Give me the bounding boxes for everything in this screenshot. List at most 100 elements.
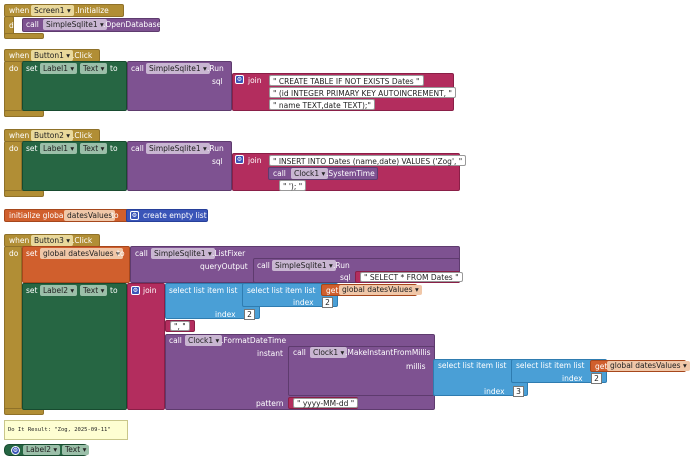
variable-dropdown-datesvalues[interactable]: global datesValues ▾ (607, 361, 690, 371)
property-dropdown-text[interactable]: Text ▾ (80, 285, 108, 296)
create-empty-list-block[interactable] (126, 209, 208, 222)
to-keyword: to (110, 64, 118, 73)
method-name: .Run (207, 144, 224, 153)
queryoutput-param-label: queryOutput (200, 262, 248, 271)
property-dropdown-text[interactable]: Text ▾ (80, 63, 108, 74)
mutator-gear-icon[interactable]: ⚙ (130, 211, 139, 220)
initialize-global-label: initialize global (9, 211, 66, 220)
to-keyword: to (110, 286, 118, 295)
when-keyword: when (9, 131, 30, 140)
do-keyword: do (9, 249, 19, 258)
do-keyword: do (9, 64, 19, 73)
join-keyword: join (143, 286, 157, 295)
mutator-gear-icon[interactable]: ⚙ (235, 155, 244, 164)
button1-click-footer (4, 110, 44, 117)
component-dropdown-label2[interactable]: Label2 ▾ (23, 445, 61, 455)
join-keyword: join (248, 76, 262, 85)
join-keyword: join (248, 156, 262, 165)
set-keyword: set (26, 64, 38, 73)
event-name: .Initialize (75, 6, 109, 15)
variable-name-field[interactable]: datesValues (64, 210, 116, 221)
variable-dropdown-datesvalues[interactable]: global datesValues ▾ (40, 248, 123, 259)
set-label2-text-block[interactable] (22, 283, 127, 410)
call-run-block[interactable] (127, 61, 232, 111)
component-dropdown-button2[interactable]: Button2 ▾ (31, 130, 74, 141)
join-block[interactable] (127, 283, 165, 410)
component-dropdown-clock1[interactable]: Clock1 ▾ (291, 168, 329, 179)
select-list-item-label: select list item list (169, 286, 238, 295)
sql-param-label: sql (212, 77, 223, 86)
component-dropdown-clock1[interactable]: Clock1 ▾ (185, 335, 223, 346)
to-keyword: to (110, 144, 118, 153)
call-keyword: call (273, 169, 286, 178)
get-keyword: get (595, 362, 608, 371)
method-name: .SystemTime (326, 169, 375, 178)
index-param-label: index (562, 374, 583, 383)
number-literal[interactable]: 2 (591, 373, 602, 384)
number-literal[interactable]: 2 (244, 309, 255, 320)
call-keyword: call (135, 249, 148, 258)
component-dropdown-button1[interactable]: Button1 ▾ (31, 50, 74, 61)
select-list-item-label: select list item list (438, 361, 507, 370)
call-keyword: call (293, 348, 306, 357)
call-keyword: call (131, 64, 144, 73)
call-keyword: call (169, 336, 182, 345)
string-literal[interactable]: " CREATE TABLE IF NOT EXISTS Dates " (269, 75, 424, 86)
number-literal[interactable]: 2 (322, 297, 333, 308)
when-keyword: when (9, 6, 30, 15)
method-name: .FormatDateTime (221, 336, 287, 345)
call-keyword: call (26, 20, 39, 29)
string-literal[interactable]: " yyyy-MM-dd " (293, 398, 359, 408)
property-dropdown-text[interactable]: Text ▾ (62, 445, 90, 455)
string-literal[interactable]: " INSERT INTO Dates (name,date) VALUES (… (269, 155, 467, 166)
create-empty-list-label: create empty list (143, 211, 207, 220)
property-dropdown-text[interactable]: Text ▾ (80, 143, 108, 154)
method-name: .OpenDatabase (103, 20, 162, 29)
component-dropdown-label1[interactable]: Label1 ▾ (40, 63, 78, 74)
component-dropdown-simplesqlite1[interactable]: SimpleSqlite1 ▾ (146, 63, 210, 74)
component-dropdown-simplesqlite1[interactable]: SimpleSqlite1 ▾ (151, 248, 215, 259)
component-dropdown-simplesqlite1[interactable]: SimpleSqlite1 ▾ (146, 143, 210, 154)
component-dropdown-clock1[interactable]: Clock1 ▾ (310, 347, 348, 358)
mutator-gear-icon[interactable]: ⚙ (235, 75, 244, 84)
string-literal[interactable]: " (id INTEGER PRIMARY KEY AUTOINCREMENT,… (269, 87, 456, 98)
call-keyword: call (257, 261, 270, 270)
instant-param-label: instant (257, 349, 283, 358)
event-name: .Click (72, 236, 93, 245)
component-dropdown-button3[interactable]: Button3 ▾ (31, 235, 74, 246)
set-keyword: set (26, 286, 38, 295)
method-name: .Run (207, 64, 224, 73)
pattern-param-label: pattern (256, 399, 284, 408)
string-literal[interactable]: ", " (170, 321, 190, 331)
screen1-initialize-footer (4, 33, 44, 39)
sql-param-label: sql (212, 157, 223, 166)
string-literal[interactable]: " '); " (279, 180, 307, 191)
component-dropdown-label1[interactable]: Label1 ▾ (40, 143, 78, 154)
method-name: .Run (333, 261, 350, 270)
index-param-label: index (293, 298, 314, 307)
button2-click-footer (4, 190, 44, 197)
when-keyword: when (9, 236, 30, 245)
call-keyword: call (131, 144, 144, 153)
method-name: .MakeInstantFromMillis (345, 348, 431, 357)
string-literal[interactable]: " name TEXT,date TEXT);" (269, 99, 375, 110)
index-param-label: index (484, 387, 505, 396)
variable-dropdown-datesvalues[interactable]: global datesValues ▾ (339, 285, 422, 295)
mutator-gear-icon[interactable]: ⚙ (11, 446, 20, 455)
component-dropdown-simplesqlite1[interactable]: SimpleSqlite1 ▾ (43, 19, 107, 30)
button3-click-body-rail (4, 246, 22, 414)
to-keyword: to (117, 249, 125, 258)
mutator-gear-icon[interactable]: ⚙ (131, 286, 140, 295)
component-dropdown-screen1[interactable]: Screen1 ▾ (31, 5, 74, 16)
do-it-result-bubble: Do It Result: "Zog, 2025-09-11" (4, 420, 128, 440)
do-keyword: do (9, 21, 19, 30)
component-dropdown-label2[interactable]: Label2 ▾ (40, 285, 78, 296)
event-name: .Click (72, 51, 93, 60)
to-keyword: to (111, 211, 119, 220)
when-keyword: when (9, 51, 30, 60)
method-name: .ListFixer (212, 249, 246, 258)
number-literal[interactable]: 3 (513, 386, 524, 397)
component-dropdown-simplesqlite1[interactable]: SimpleSqlite1 ▾ (272, 260, 336, 271)
select-list-item-label: select list item list (516, 361, 585, 370)
string-literal[interactable]: " SELECT * FROM Dates " (360, 272, 463, 282)
